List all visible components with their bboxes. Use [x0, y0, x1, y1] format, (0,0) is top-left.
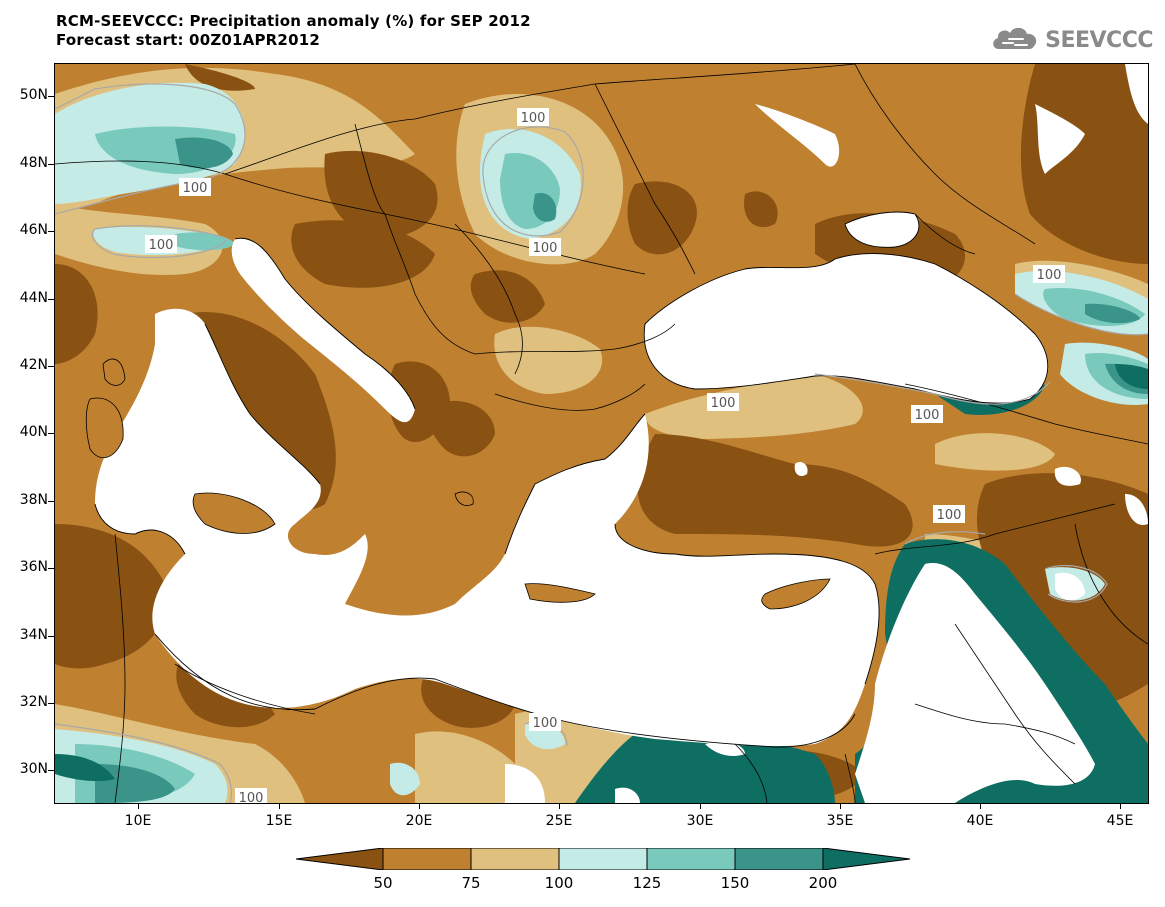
lat-tick — [48, 770, 54, 771]
lon-label: 30E — [686, 813, 714, 829]
lat-label: 32N — [19, 694, 48, 710]
lon-tick — [840, 803, 841, 809]
contour-label: 100 — [239, 791, 264, 803]
colorbar-segment — [382, 847, 472, 871]
lon-tick — [980, 803, 981, 809]
contour-label-bg — [529, 238, 561, 256]
contour-label: 100 — [937, 508, 962, 523]
colorbar-label: 50 — [373, 874, 393, 892]
contour-label-bg — [1033, 265, 1065, 283]
contour-labels: 100 100 100 100 100 100 100 100 100 100 — [145, 108, 1065, 803]
country-borders — [55, 64, 1148, 803]
lon-tick — [1120, 803, 1121, 809]
lat-label: 48N — [19, 155, 48, 171]
islands — [85, 358, 831, 610]
lon-tick — [559, 803, 560, 809]
colorbar-segment — [470, 847, 560, 871]
lat-label: 30N — [19, 761, 48, 777]
lat-label: 36N — [19, 559, 48, 575]
contour-label: 100 — [711, 396, 736, 411]
colorbar-segment — [558, 847, 648, 871]
colorbar — [295, 847, 911, 871]
contour-label-bg — [517, 108, 549, 126]
chart-title: RCM-SEEVCCC: Precipitation anomaly (%) f… — [56, 12, 531, 50]
contour-label-bg — [707, 393, 739, 411]
dark-brown-regions — [55, 64, 1148, 803]
lat-tick — [48, 164, 54, 165]
contour-label: 100 — [915, 408, 940, 423]
seevccc-logo: SEEVCCC — [989, 24, 1153, 56]
contour-label: 100 — [521, 111, 546, 126]
lon-label: 40E — [966, 813, 994, 829]
lon-label: 35E — [826, 813, 854, 829]
lat-label: 40N — [19, 424, 48, 440]
lat-tick — [48, 501, 54, 502]
lat-tick — [48, 231, 54, 232]
coastlines — [94, 211, 1049, 748]
sea-and-gaps — [95, 64, 1148, 803]
contour-label: 100 — [533, 716, 558, 731]
lon-tick — [700, 803, 701, 809]
lon-tick — [419, 803, 420, 809]
colorbar-segment — [734, 847, 824, 871]
lat-label: 44N — [19, 290, 48, 306]
contour-label: 100 — [1037, 268, 1062, 283]
contour-label-bg — [179, 178, 211, 196]
lon-label: 25E — [545, 813, 573, 829]
colorbar-segment — [822, 847, 911, 871]
map-canvas: 100 100 100 100 100 100 100 100 100 100 — [55, 64, 1148, 803]
lat-tick — [48, 703, 54, 704]
lon-label: 15E — [265, 813, 293, 829]
lat-tick — [48, 96, 54, 97]
lat-label: 38N — [19, 492, 48, 508]
colorbar-label: 100 — [544, 874, 574, 892]
lon-label: 20E — [405, 813, 433, 829]
colorbar-label: 125 — [632, 874, 662, 892]
colorbar-segment — [295, 847, 384, 871]
colorbar-label: 150 — [720, 874, 750, 892]
lat-label: 34N — [19, 627, 48, 643]
colorbar-label: 200 — [808, 874, 838, 892]
contour-label-bg — [529, 713, 561, 731]
contour-label-bg — [235, 788, 267, 803]
contour-label-bg — [911, 405, 943, 423]
cloud-icon — [989, 23, 1041, 57]
contour-label: 100 — [149, 238, 174, 253]
colorbar-label: 75 — [461, 874, 481, 892]
title-line-2: Forecast start: 00Z01APR2012 — [56, 31, 320, 49]
lat-tick — [48, 299, 54, 300]
contour-label: 100 — [533, 241, 558, 256]
contour-label: 100 — [183, 181, 208, 196]
colorbar-segment — [646, 847, 736, 871]
lon-label: 10E — [124, 813, 152, 829]
logo-text: SEEVCCC — [1045, 27, 1153, 53]
lon-label: 45E — [1106, 813, 1134, 829]
lon-tick — [279, 803, 280, 809]
precipitation-anomaly-map: 100 100 100 100 100 100 100 100 100 100 — [54, 63, 1149, 804]
lat-label: 50N — [19, 87, 48, 103]
title-line-1: RCM-SEEVCCC: Precipitation anomaly (%) f… — [56, 12, 531, 30]
lat-tick — [48, 568, 54, 569]
lat-tick — [48, 433, 54, 434]
lat-tick — [48, 636, 54, 637]
lon-tick — [138, 803, 139, 809]
lat-tick — [48, 366, 54, 367]
contour-label-bg — [933, 505, 965, 523]
lat-label: 42N — [19, 357, 48, 373]
contour-label-bg — [145, 235, 177, 253]
lat-label: 46N — [19, 222, 48, 238]
contour-lines-100 — [55, 83, 1148, 803]
